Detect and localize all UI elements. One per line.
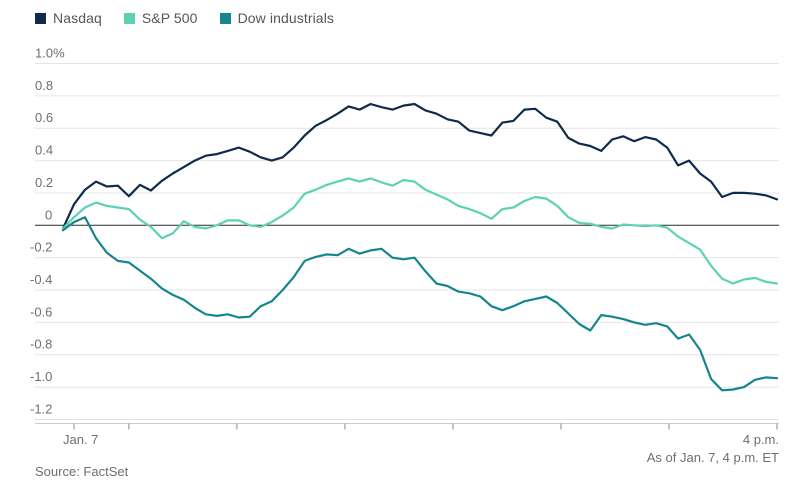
legend-swatch-icon [123, 12, 135, 24]
y-axis-tick-label: 0.4 [35, 143, 53, 158]
x-axis-label: Jan. 7 [63, 432, 98, 447]
legend-item-sp500: S&P 500 [123, 10, 198, 26]
legend-label: Dow industrials [237, 10, 335, 26]
x-axis-label: 4 p.m. [743, 432, 779, 447]
y-axis-tick-label: -0.8 [30, 337, 52, 352]
legend-item-nasdaq: Nasdaq [35, 10, 102, 26]
y-axis-tick-label: 0.2 [35, 175, 53, 190]
legend-label: S&P 500 [141, 10, 198, 26]
y-axis-tick-label: 1.0% [35, 46, 65, 61]
source-attribution: Source: FactSet [35, 464, 129, 479]
y-axis-tick-label: -0.2 [30, 240, 52, 255]
y-axis-tick-label: -1.0 [30, 369, 52, 384]
as-of-timestamp: As of Jan. 7, 4 p.m. ET [646, 450, 779, 465]
y-axis-tick-label: -0.6 [30, 304, 52, 319]
chart-legend: Nasdaq S&P 500 Dow industrials [35, 10, 334, 26]
y-axis-tick-label: -1.2 [30, 401, 52, 416]
y-axis-tick-label: 0 [45, 207, 52, 222]
y-axis-tick-label: -0.4 [30, 272, 52, 287]
series-line-dow-industrials [61, 216, 779, 392]
y-axis-tick-label: 0.6 [35, 110, 53, 125]
legend-swatch-icon [35, 12, 46, 24]
series-line-nasdaq [61, 102, 779, 230]
series-line-s-p-500 [61, 177, 779, 285]
legend-label: Nasdaq [53, 10, 102, 26]
y-axis-tick-label: 0.8 [35, 78, 53, 93]
legend-swatch-icon [219, 12, 231, 24]
legend-item-dow: Dow industrials [219, 10, 335, 26]
